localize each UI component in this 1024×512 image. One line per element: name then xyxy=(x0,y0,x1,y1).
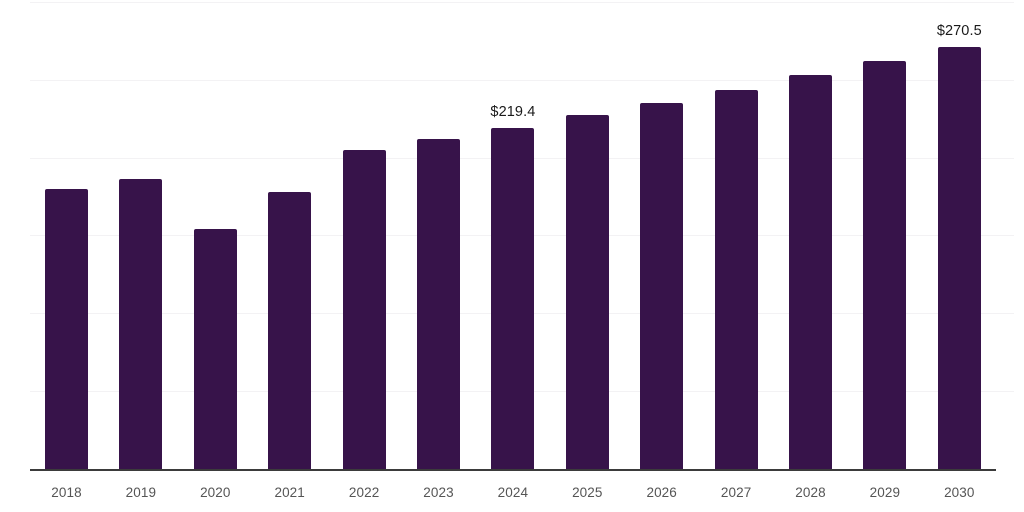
x-axis-tick-label: 2027 xyxy=(720,485,752,500)
bar[interactable] xyxy=(119,179,163,469)
x-axis-tick-label: 2020 xyxy=(200,485,231,500)
bar-value-label: $270.5 xyxy=(936,23,982,39)
bar[interactable] xyxy=(491,128,535,469)
bar[interactable] xyxy=(937,47,981,469)
bar[interactable] xyxy=(417,139,460,469)
x-axis-tick-label: 2022 xyxy=(348,485,380,500)
x-axis-tick-label: 2029 xyxy=(869,485,901,500)
x-axis-tick-label: 2023 xyxy=(423,485,454,500)
x-axis-tick-label: 2026 xyxy=(646,485,677,500)
x-axis-tick-label: 2018 xyxy=(51,485,82,500)
bar[interactable] xyxy=(789,75,832,469)
x-axis-tick-label: 2028 xyxy=(795,485,826,500)
bar[interactable] xyxy=(45,189,88,469)
x-axis-tick-label: 2019 xyxy=(125,485,157,500)
bar[interactable] xyxy=(193,229,237,469)
bar[interactable] xyxy=(268,192,312,469)
bar[interactable] xyxy=(565,115,609,469)
x-axis-tick-label: 2025 xyxy=(572,485,603,500)
x-axis-tick-label: 2024 xyxy=(497,485,529,500)
bar[interactable] xyxy=(640,103,684,469)
x-axis-tick-label: 2030 xyxy=(944,485,975,500)
x-axis-line xyxy=(30,469,996,471)
bar[interactable] xyxy=(342,150,386,469)
bar-value-label: $219.4 xyxy=(490,104,536,120)
bar[interactable] xyxy=(863,61,907,469)
x-axis-tick-label: 2021 xyxy=(274,485,305,500)
bar[interactable] xyxy=(714,90,758,469)
